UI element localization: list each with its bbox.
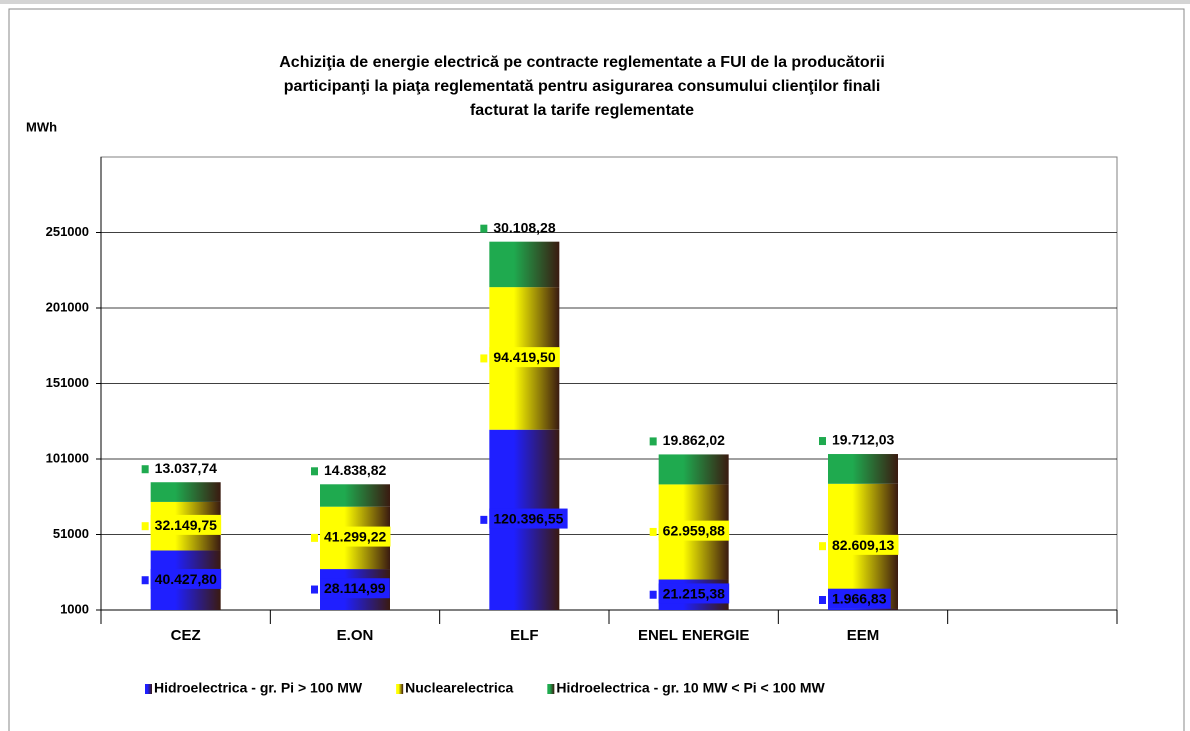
chart-title: Achiziţia de energie electrică pe contra… <box>279 54 885 71</box>
legend-label: Hidroelectrica - gr. Pi > 100 MW <box>154 680 363 696</box>
label-box <box>320 578 390 599</box>
frame <box>8 8 1185 731</box>
legend-marker <box>396 684 404 694</box>
label-marker <box>311 467 318 476</box>
legend-marker <box>145 684 152 694</box>
value-label: 14.838,82 <box>324 462 386 478</box>
legend-marker <box>547 684 555 694</box>
label-marker <box>819 437 826 446</box>
value-label: 32.149,75 <box>155 517 217 533</box>
bar-segment <box>489 241 560 288</box>
y-tick-label: 1000 <box>60 601 89 616</box>
value-label: 19.712,03 <box>832 432 894 448</box>
label-marker <box>141 576 149 585</box>
label-box <box>828 534 899 555</box>
value-label: 82.609,13 <box>832 537 894 553</box>
value-label: 13.037,74 <box>155 460 217 476</box>
y-tick-label: 201000 <box>46 299 89 314</box>
label-marker <box>819 542 826 551</box>
bar-segment <box>658 454 729 485</box>
value-label: 40.427,80 <box>155 571 217 587</box>
top-band <box>0 0 1190 4</box>
value-label: 94.419,50 <box>493 349 555 365</box>
label-marker <box>311 585 318 594</box>
value-label: 1.966,83 <box>832 591 887 607</box>
value-label: 62.959,88 <box>663 523 725 539</box>
label-box <box>658 520 730 541</box>
bar-segment <box>150 482 221 502</box>
bar-segment <box>320 484 390 507</box>
label-marker <box>480 515 488 524</box>
bar-segment <box>828 608 898 610</box>
label-marker <box>649 437 657 446</box>
label-marker <box>649 527 657 536</box>
x-tick-label: ENEL ENERGIE <box>638 627 749 644</box>
legend-label: Nuclearelectrica <box>405 680 513 696</box>
label-box <box>489 347 560 368</box>
value-label: 21.215,38 <box>663 585 725 601</box>
x-tick-label: E.ON <box>337 627 374 644</box>
label-marker <box>141 465 149 474</box>
chart-title: participanţi la piaţa reglementată pentr… <box>284 78 881 95</box>
label-box <box>150 514 222 535</box>
label-marker <box>649 590 657 599</box>
value-label: 30.108,28 <box>493 219 555 235</box>
label-marker <box>480 354 488 363</box>
bar-segment <box>828 454 898 484</box>
y-tick-label: 51000 <box>53 526 89 541</box>
chart-title: facturat la tarife reglementate <box>470 102 694 119</box>
value-label: 19.862,02 <box>663 432 725 448</box>
x-tick-label: CEZ <box>171 627 201 644</box>
label-box <box>320 526 391 547</box>
value-label: 41.299,22 <box>324 529 386 545</box>
y-axis-label: MWh <box>26 119 57 134</box>
label-marker <box>480 224 488 233</box>
x-tick-label: EEM <box>847 627 880 644</box>
value-label: 120.396,55 <box>493 511 563 527</box>
label-marker <box>141 522 149 531</box>
x-tick-label: ELF <box>510 627 538 644</box>
y-tick-label: 101000 <box>46 450 89 465</box>
label-box <box>828 588 891 609</box>
label-box <box>489 508 568 529</box>
label-marker <box>819 596 826 604</box>
label-marker <box>311 533 318 542</box>
legend-label: Hidroelectrica - gr. 10 MW < Pi < 100 MW <box>556 680 825 696</box>
label-box <box>658 583 730 604</box>
y-tick-label: 151000 <box>46 375 89 390</box>
label-box <box>150 568 222 589</box>
y-tick-label: 251000 <box>46 224 89 239</box>
value-label: 28.114,99 <box>324 580 386 596</box>
